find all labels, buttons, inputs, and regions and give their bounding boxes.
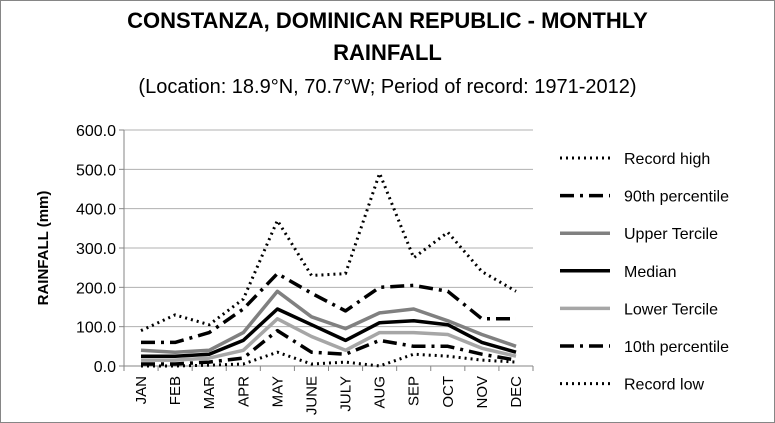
chart-title-line1: CONSTANZA, DOMINICAN REPUBLIC - MONTHLY [127, 8, 648, 33]
series-line-90th-percentile [141, 271, 516, 345]
series-line-10th-percentile [141, 328, 517, 366]
x-tick-label: JAN [133, 376, 150, 404]
y-tick-label: 500.0 [76, 162, 116, 179]
y-tick-label: 400.0 [76, 202, 116, 219]
legend-label: Lower Tercile [624, 301, 718, 318]
axes [119, 129, 534, 371]
y-tick-label: 600.0 [76, 123, 116, 140]
x-tick-label: DEC [508, 376, 525, 408]
chart-title-line2: RAINFALL [333, 40, 442, 65]
x-tick-label: MAR [201, 376, 218, 410]
chart-subtitle: (Location: 18.9°N, 70.7°W; Period of rec… [138, 76, 637, 98]
series-line-median [141, 307, 517, 358]
y-tick-label: 200.0 [76, 280, 116, 297]
y-tick-label: 300.0 [76, 241, 116, 258]
x-tick-label: MAY [269, 376, 286, 407]
series-line-record-high [140, 171, 517, 332]
y-tick-label: 0.0 [94, 359, 116, 376]
y-axis-label: RAINFALL (mm) [35, 191, 52, 306]
legend-label: Record low [624, 377, 704, 394]
x-tick-label: AUG [372, 376, 389, 409]
series-line-lower-tercile [141, 317, 517, 362]
y-tick-label: 100.0 [76, 320, 116, 337]
legend-label: Record high [624, 151, 710, 168]
gridlines [124, 129, 533, 328]
x-tick-label: APR [235, 376, 252, 407]
x-tick-label: NOV [474, 376, 491, 409]
x-tick-label: SEP [406, 376, 423, 406]
series-line-record-low [141, 350, 517, 368]
x-tick-label: FEB [167, 376, 184, 405]
legend-label: 10th percentile [624, 339, 729, 356]
x-tick-label: OCT [440, 376, 457, 408]
legend-label: 90th percentile [624, 189, 729, 206]
series-line-upper-tercile [140, 289, 517, 354]
x-tick-label: JUNE [303, 376, 320, 415]
legend-label: Median [624, 264, 676, 281]
legend-label: Upper Tercile [624, 226, 718, 243]
x-tick-labels: JAN FEB MAR APR MAY JUNE JULY AUG SEP OCT NOV DEC [133, 376, 525, 415]
y-tick-labels: 0.0 100.0 200.0 300.0 400.0 500.0 600.0 [76, 123, 116, 376]
x-tick-label: JULY [338, 376, 355, 412]
series-lines [140, 171, 517, 368]
legend: Record high 90th percentile Upper Tercile M… [560, 151, 729, 394]
